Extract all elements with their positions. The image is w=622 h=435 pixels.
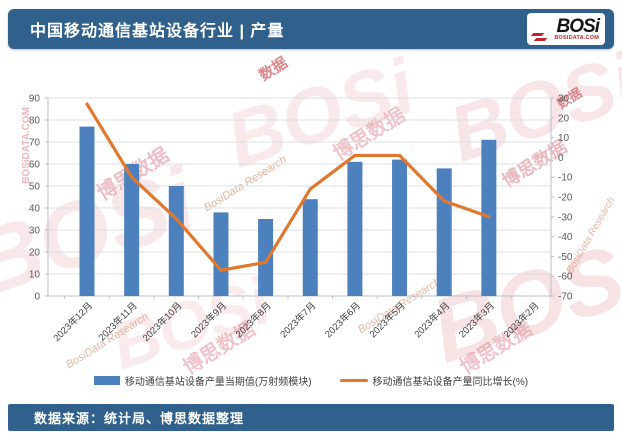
legend-item-bar: 移动通信基站设备产量当期值(万射频模块) bbox=[93, 373, 312, 388]
bosi-logo: BOSi BOSIDATA.COM bbox=[527, 13, 605, 45]
x-axis-label: 2023年6月 bbox=[322, 300, 363, 341]
left-axis-label: 20 bbox=[29, 248, 41, 259]
left-axis-label: 50 bbox=[29, 182, 41, 193]
left-axis-label: 0 bbox=[34, 292, 40, 303]
x-axis-label: 2023年2月 bbox=[501, 300, 542, 341]
left-axis-label: 90 bbox=[29, 94, 41, 105]
logo-stripe-icon bbox=[530, 33, 545, 36]
bar bbox=[258, 219, 274, 296]
left-axis-label: 80 bbox=[29, 116, 41, 127]
x-axis-label: 2023年11月 bbox=[96, 300, 140, 344]
x-axis-label: 2023年5月 bbox=[367, 300, 408, 341]
header-bar: 中国移动通信基站设备行业 | 产量 BOSi BOSIDATA.COM bbox=[8, 9, 614, 49]
logo-subtext: BOSIDATA.COM bbox=[554, 34, 599, 41]
right-axis-label: -40 bbox=[558, 232, 573, 243]
left-axis-label: 30 bbox=[29, 226, 41, 237]
right-axis-label: -50 bbox=[558, 252, 573, 263]
bar bbox=[79, 126, 95, 296]
left-axis-label: 60 bbox=[29, 160, 41, 171]
x-axis-label: 2023年9月 bbox=[188, 300, 229, 341]
right-axis-label: -20 bbox=[558, 193, 573, 204]
right-axis-label: 20 bbox=[558, 113, 570, 124]
right-axis-label: 0 bbox=[558, 153, 564, 164]
right-axis-label: -70 bbox=[558, 292, 573, 303]
legend-item-line: 移动通信基站设备产量同比增长(%) bbox=[339, 373, 529, 388]
right-axis-label: -10 bbox=[558, 173, 573, 184]
x-axis-label: 2023年3月 bbox=[456, 300, 497, 341]
bar bbox=[168, 186, 184, 296]
bar bbox=[213, 212, 229, 296]
x-axis-label: 2023年10月 bbox=[140, 300, 184, 344]
chart-legend: 移动通信基站设备产量当期值(万射频模块) 移动通信基站设备产量同比增长(%) bbox=[0, 373, 622, 388]
bar bbox=[347, 161, 363, 296]
logo-text: BOSi bbox=[556, 15, 600, 37]
x-axis-label: 2023年4月 bbox=[412, 300, 453, 341]
legend-line-label: 移动通信基站设备产量同比增长(%) bbox=[372, 377, 529, 388]
left-axis-label: 10 bbox=[29, 270, 41, 281]
bar bbox=[436, 168, 452, 296]
right-axis-label: -30 bbox=[558, 212, 573, 223]
footer-bar: 数据来源：统计局、博思数据整理 bbox=[8, 404, 614, 431]
left-axis-label: 40 bbox=[29, 204, 41, 215]
x-axis-label: 2023年8月 bbox=[233, 300, 274, 341]
legend-bar-label: 移动通信基站设备产量当期值(万射频模块) bbox=[124, 377, 312, 388]
left-axis-label: 70 bbox=[29, 138, 41, 149]
logo-stripe-icon bbox=[533, 38, 548, 41]
trend-line bbox=[85, 102, 491, 272]
x-axis-label: 2023年12月 bbox=[51, 300, 95, 344]
bar bbox=[392, 159, 408, 296]
right-axis-label: 10 bbox=[558, 133, 570, 144]
right-axis-label: 30 bbox=[558, 94, 570, 105]
bar-series-swatch-icon bbox=[93, 376, 120, 385]
bar bbox=[124, 164, 140, 296]
page-title: 中国移动通信基站设备行业 | 产量 bbox=[30, 23, 285, 40]
right-axis-label: -60 bbox=[558, 272, 573, 283]
x-axis-label: 2023年7月 bbox=[278, 300, 319, 341]
data-source-text: 数据来源：统计局、博思数据整理 bbox=[34, 411, 245, 426]
bar bbox=[302, 199, 318, 296]
line-series-swatch-icon bbox=[339, 379, 368, 382]
